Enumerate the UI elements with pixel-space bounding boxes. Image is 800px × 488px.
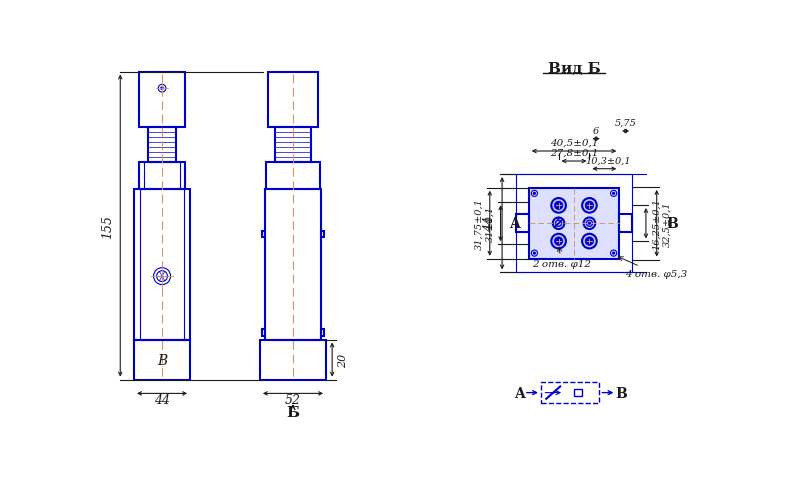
Bar	[266, 163, 320, 189]
Text: 40,5±0,1: 40,5±0,1	[550, 138, 598, 147]
Circle shape	[554, 202, 563, 210]
Text: 44: 44	[483, 216, 496, 232]
Bar	[541, 382, 599, 404]
Bar	[529, 188, 619, 259]
Bar	[262, 330, 265, 336]
Text: 31±0,1: 31±0,1	[486, 205, 494, 242]
Text: A: A	[514, 386, 525, 400]
Text: 4 отв. φ5,3: 4 отв. φ5,3	[618, 257, 687, 279]
Circle shape	[589, 223, 590, 224]
Circle shape	[613, 253, 614, 255]
Text: 20: 20	[338, 353, 348, 367]
Bar	[275, 128, 310, 163]
Circle shape	[534, 253, 535, 255]
Text: 52: 52	[285, 393, 301, 406]
Circle shape	[551, 234, 566, 249]
Bar	[260, 340, 326, 380]
Text: B: B	[615, 386, 627, 400]
Text: 44: 44	[154, 393, 170, 406]
Bar	[139, 163, 185, 189]
Text: B: B	[157, 353, 167, 367]
Circle shape	[582, 234, 597, 249]
Bar	[321, 330, 324, 336]
Circle shape	[534, 193, 535, 195]
Text: 6: 6	[593, 126, 599, 136]
Text: A: A	[510, 217, 520, 231]
Bar	[134, 189, 190, 340]
Bar	[148, 128, 176, 163]
Circle shape	[585, 202, 594, 210]
Text: B: B	[666, 217, 678, 231]
Circle shape	[161, 88, 163, 90]
Text: 2 отв. φ12: 2 отв. φ12	[532, 248, 590, 268]
Bar	[139, 72, 185, 128]
Text: 27,8±0,1: 27,8±0,1	[550, 148, 598, 157]
Bar	[134, 340, 190, 380]
Circle shape	[585, 237, 594, 246]
Bar	[516, 175, 632, 273]
Bar	[516, 215, 529, 233]
Bar	[265, 189, 321, 340]
Text: 32,5±0,1: 32,5±0,1	[663, 201, 672, 246]
Text: 5,75: 5,75	[614, 119, 637, 128]
Bar	[262, 231, 265, 238]
Text: Вид Б: Вид Б	[548, 61, 600, 76]
Text: 155: 155	[101, 214, 114, 238]
Circle shape	[551, 199, 566, 213]
Circle shape	[582, 199, 597, 213]
Bar	[321, 231, 324, 238]
Text: 31,75±0,1: 31,75±0,1	[474, 198, 484, 250]
Bar	[574, 389, 582, 397]
Text: 16,25±0,1: 16,25±0,1	[652, 198, 661, 250]
Bar	[267, 72, 318, 128]
Circle shape	[613, 193, 614, 195]
Bar	[619, 215, 632, 233]
Text: Б: Б	[286, 405, 299, 419]
Text: 10,3±0,1: 10,3±0,1	[586, 157, 631, 165]
Circle shape	[554, 237, 563, 246]
